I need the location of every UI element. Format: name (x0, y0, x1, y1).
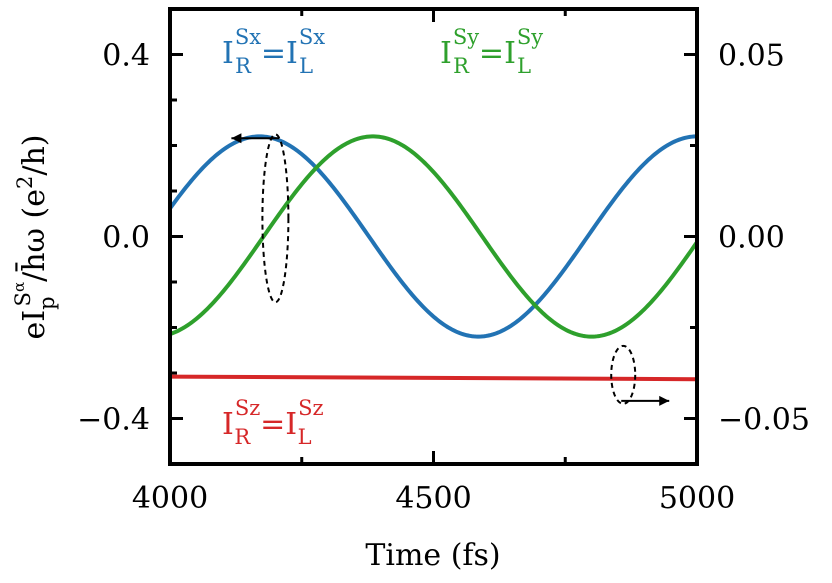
y-title-sup-main: S (11, 292, 35, 306)
y-axis-title: eIpSα/h̄ω (e2/h) (10, 135, 59, 340)
y-right-tick-label-2: 0.05 (718, 39, 785, 74)
y-left-tick-label-0: −0.4 (77, 403, 150, 438)
annotation-sy: ISy R =ISy L (440, 25, 543, 78)
y-title-power: 2 (13, 176, 37, 189)
x-axis-title: Time (fs) (365, 538, 500, 573)
x-tick-label-4000: 4000 (132, 481, 208, 516)
series-line-sz (169, 374, 698, 382)
right-axis-marker-arrow-head (659, 395, 670, 406)
x-tick-label-5000: 5000 (659, 481, 735, 516)
right-axis-marker (610, 344, 670, 406)
series-line-sy (169, 134, 699, 339)
series-line-sx (168, 134, 698, 339)
y-title-sub: p (35, 296, 59, 309)
annotation-sx: ISx R =ISx L (222, 25, 325, 78)
y-right-tick-label-0: −0.05 (718, 403, 810, 438)
annotation-layer: ISx R =ISx L ISy R =ISy L ISz R =ISz L (222, 25, 543, 449)
y-title-tail: /h) (17, 135, 52, 176)
tick-layer: 4000 4500 5000 −0.4 0.0 0.4 −0.05 0.00 0.05 (77, 9, 810, 516)
right-axis-marker-ellipse (610, 344, 637, 405)
y-title-sup-sub: α (10, 282, 28, 292)
series-layer (168, 134, 699, 382)
svg-text:eIpSα/h̄ω (e2/h): eIpSα/h̄ω (e2/h) (10, 135, 59, 340)
annotation-sz: ISz R =ISz L (222, 396, 324, 449)
left-axis-marker-arrow-head (231, 133, 242, 144)
y-title-suffix: /h̄ω (e (14, 189, 52, 282)
left-axis-marker-ellipse (261, 133, 290, 304)
y-right-tick-label-1: 0.00 (718, 221, 785, 256)
y-title-prefix: eI (17, 310, 52, 340)
left-axis-marker (231, 133, 290, 304)
marker-layer (231, 133, 670, 406)
x-tick-label-4500: 4500 (395, 481, 471, 516)
y-left-tick-label-1: 0.0 (102, 221, 150, 256)
y-left-tick-label-2: 0.4 (102, 39, 150, 74)
